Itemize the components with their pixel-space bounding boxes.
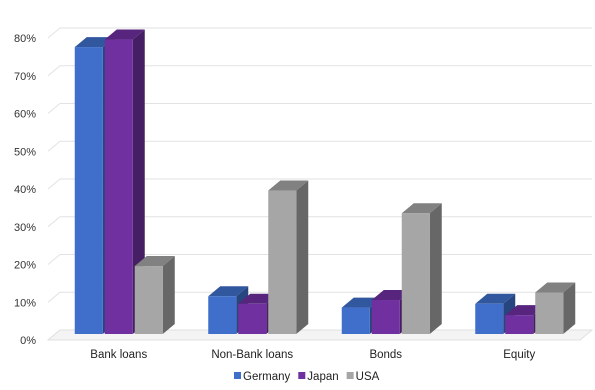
bar-top <box>401 203 442 214</box>
legend-label: Germany <box>243 371 291 383</box>
x-axis-categories: Bank loans Non-Bank loans Bonds Equity <box>90 349 535 361</box>
bar-front <box>238 303 267 334</box>
bar-front <box>104 39 133 335</box>
y-tick-label: 20% <box>14 260 36 272</box>
gridline-depth <box>47 254 61 265</box>
gridline-depth <box>47 27 61 39</box>
x-category-label: Equity <box>503 349 535 361</box>
y-tick-label: 70% <box>14 71 36 83</box>
bar-front <box>475 303 504 334</box>
gridline-depth <box>47 178 61 190</box>
gridline-depth <box>47 140 61 152</box>
bar-front <box>401 213 430 334</box>
x-category-label: Bonds <box>369 349 402 361</box>
legend-item-japan: Japan <box>298 371 339 383</box>
bar-side <box>296 180 309 334</box>
bar-usa-equity <box>535 282 576 334</box>
bar-front <box>134 266 163 334</box>
bar-top <box>104 29 145 40</box>
y-tick-label: 50% <box>14 146 36 158</box>
bar-front <box>535 292 564 334</box>
bar-front <box>341 307 370 334</box>
bar-top <box>535 282 576 293</box>
bar-side <box>563 282 576 334</box>
legend-swatch <box>234 372 241 379</box>
y-tick-label: 0% <box>20 335 36 347</box>
bar-side <box>132 29 145 335</box>
gridline-depth <box>47 216 61 228</box>
bar-top <box>134 256 175 267</box>
bar-usa-bank-loans <box>134 256 175 334</box>
legend-item-germany: Germany <box>234 371 291 383</box>
legend-swatch <box>298 372 306 379</box>
bar-front <box>268 190 297 334</box>
bar-side <box>162 256 175 334</box>
bars <box>74 29 576 335</box>
bar-side <box>429 203 442 334</box>
x-category-label: Non-Bank loans <box>211 349 293 361</box>
bar-usa-non-bank-loans <box>268 180 309 334</box>
bar-top <box>475 293 516 304</box>
y-tick-label: 80% <box>14 33 36 45</box>
y-tick-label: 40% <box>14 184 36 196</box>
bar-usa-bonds <box>401 203 442 334</box>
bar-top <box>268 180 309 191</box>
legend-item-usa: USA <box>346 371 380 383</box>
gridline-depth <box>47 291 61 303</box>
bar-front <box>74 47 103 334</box>
gridline-depth <box>47 65 61 77</box>
y-tick-label: 30% <box>14 222 36 234</box>
legend-swatch <box>346 372 354 379</box>
bar-front <box>208 296 237 334</box>
chart-floor <box>46 329 594 341</box>
legend-label: USA <box>356 371 380 383</box>
gridline-depth <box>47 103 61 114</box>
y-axis-ticks: 0% 10% 20% 30% 40% 50% 60% 70% 80% <box>14 33 36 347</box>
gridlines <box>46 27 594 341</box>
legend-label: Japan <box>307 371 338 383</box>
bar-top <box>208 286 249 297</box>
y-tick-label: 60% <box>14 109 36 121</box>
bar-front <box>371 300 400 334</box>
bar-front <box>505 315 534 334</box>
legend: Germany Japan USA <box>234 371 380 383</box>
x-category-label: Bank loans <box>90 349 147 361</box>
y-tick-label: 10% <box>14 297 36 309</box>
bar-japan-bank-loans <box>104 29 145 335</box>
